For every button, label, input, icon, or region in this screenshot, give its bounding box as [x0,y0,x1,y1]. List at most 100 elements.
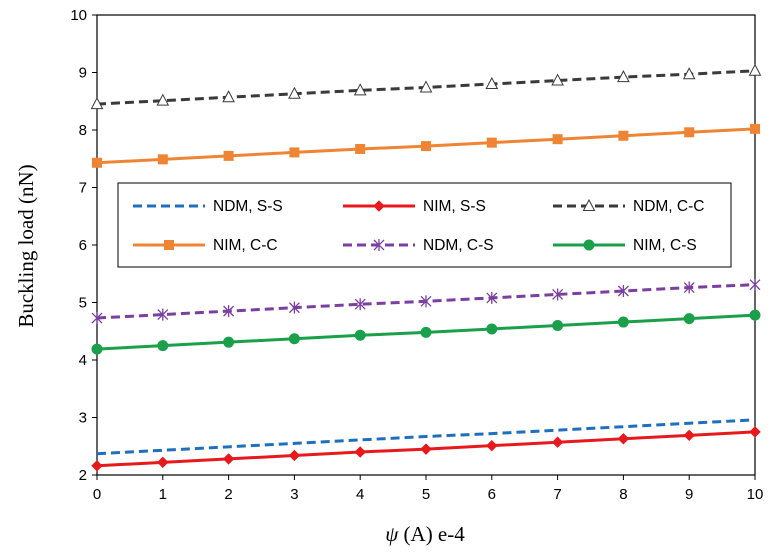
data-point [421,141,431,152]
legend-marker [583,239,595,251]
data-point [552,288,564,301]
x-tick-label: 9 [685,486,693,503]
data-point [420,443,432,455]
x-tick-label: 5 [422,486,430,503]
y-tick-label: 3 [79,410,87,427]
data-point [748,63,762,76]
data-point [289,147,300,158]
legend-marker [164,240,174,250]
data-point [288,301,300,314]
data-point [90,97,104,110]
data-point [683,281,695,294]
legend-item: NDM, C-S [343,237,494,254]
series-line [96,418,756,456]
legend-label: NDM, C-C [633,198,704,215]
x-tick-label: 8 [619,486,627,503]
data-point [223,305,235,318]
data-point [222,90,235,103]
x-axis-symbol: ψ [385,522,399,546]
data-point [683,313,695,325]
data-point [288,449,301,462]
data-point [91,312,103,325]
data-point [354,298,366,311]
legend-item: NDM, S-S [133,198,283,215]
x-tick-label: 3 [290,486,298,503]
data-point [355,143,366,154]
x-tick-label: 7 [553,486,561,503]
data-point [617,285,629,297]
legend-label: NDM, C-S [423,237,494,254]
legend-marker [373,200,385,212]
data-point [485,76,499,89]
legend-item: NIM, C-C [133,237,278,254]
y-tick-label: 10 [70,7,87,24]
data-point [618,130,629,141]
series-5 [91,278,761,325]
y-tick-label: 2 [79,467,87,484]
legend-item: NIM, S-S [343,198,486,215]
data-point [91,343,103,355]
series-layer [90,63,762,472]
y-axis-title: Buckling load (nN) [14,164,38,327]
x-tick-label: 0 [93,486,101,503]
data-point [222,453,235,465]
data-point [223,336,235,348]
data-point [617,433,630,445]
legend-item: NDM, C-C [553,198,704,215]
data-point [92,157,102,168]
legend-marker [373,239,385,251]
data-point [551,73,564,86]
data-point [420,295,432,308]
data-point [750,123,760,134]
data-point [419,80,433,93]
data-point [486,291,498,304]
x-tick-label: 1 [159,486,167,503]
data-point [353,83,367,96]
data-point [684,127,695,138]
data-point [617,316,629,328]
data-point [486,137,497,148]
legend-item: NIM, C-S [553,237,697,254]
data-point [682,67,696,80]
data-point [354,446,366,458]
legend-marker [582,198,596,211]
data-point [157,308,169,321]
data-point [420,326,432,338]
data-point [91,460,103,472]
legend-box [117,182,732,268]
legend-label: NIM, C-S [633,237,697,254]
x-tick-label: 4 [356,486,364,503]
legend-label: NIM, C-C [213,237,278,254]
data-point [749,278,761,291]
series-4 [92,123,760,168]
y-tick-label: 4 [79,352,87,369]
data-point [156,93,170,106]
series-6 [91,309,761,355]
series-2 [91,426,761,472]
data-point [288,333,300,345]
x-tick-label: 2 [224,486,232,503]
axes: 2 3 4 5 6 7 8 9 10 0 1 2 3 4 5 6 7 8 9 10 [70,7,763,503]
x-tick-label: 6 [488,486,496,503]
data-point [552,134,563,145]
x-tick-label: 10 [747,486,764,503]
legend-label: NDM, S-S [213,198,283,215]
x-axis-title: ψ (A) e-4 [385,522,465,546]
y-tick-label: 8 [79,122,87,139]
data-point [157,340,169,352]
y-tick-label: 9 [79,65,87,82]
series-3 [90,63,762,110]
data-point [749,426,761,438]
legend: NDM, S-S NIM, S-S NDM, C-C NIM, C-C NDM, C-S… [117,182,732,268]
y-tick-label: 5 [79,295,87,312]
legend-label: NIM, S-S [423,198,486,215]
data-point [288,86,301,99]
x-axis-title-text: (A) e-4 [398,522,465,546]
y-tick-label: 6 [79,237,87,254]
data-point [223,150,234,161]
data-point [749,309,761,321]
data-point [354,329,366,341]
series-1 [96,418,756,456]
data-point [486,439,498,452]
